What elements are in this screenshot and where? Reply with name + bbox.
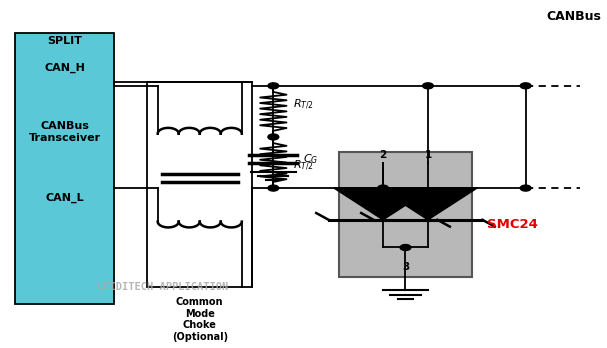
Text: SPLIT: SPLIT [47, 36, 82, 46]
Circle shape [520, 83, 531, 89]
Circle shape [268, 185, 279, 191]
Circle shape [422, 83, 433, 89]
Text: CANBus: CANBus [546, 10, 601, 23]
Text: $R_{T/2}$: $R_{T/2}$ [293, 159, 314, 173]
Text: SMC24: SMC24 [487, 218, 537, 231]
Text: CAN_H: CAN_H [44, 63, 85, 73]
Text: 3: 3 [402, 262, 409, 272]
Bar [15, 33, 114, 303]
Circle shape [268, 134, 279, 140]
Text: 1: 1 [424, 150, 432, 160]
Polygon shape [379, 188, 478, 220]
Circle shape [520, 185, 531, 191]
Text: LEIDITECH APPLICATION: LEIDITECH APPLICATION [97, 282, 228, 292]
Bar [147, 82, 253, 287]
Circle shape [268, 83, 279, 89]
Text: Common
Mode
Choke
(Optional): Common Mode Choke (Optional) [172, 297, 228, 342]
Text: $C_G$: $C_G$ [304, 152, 319, 166]
Polygon shape [334, 188, 433, 220]
Text: CAN_L: CAN_L [46, 193, 84, 203]
Circle shape [378, 185, 388, 191]
Text: 2: 2 [379, 150, 387, 160]
Text: CANBus
Transceiver: CANBus Transceiver [29, 121, 101, 143]
Circle shape [400, 245, 411, 251]
Bar [339, 152, 472, 277]
Text: $R_{T/2}$: $R_{T/2}$ [293, 98, 314, 112]
